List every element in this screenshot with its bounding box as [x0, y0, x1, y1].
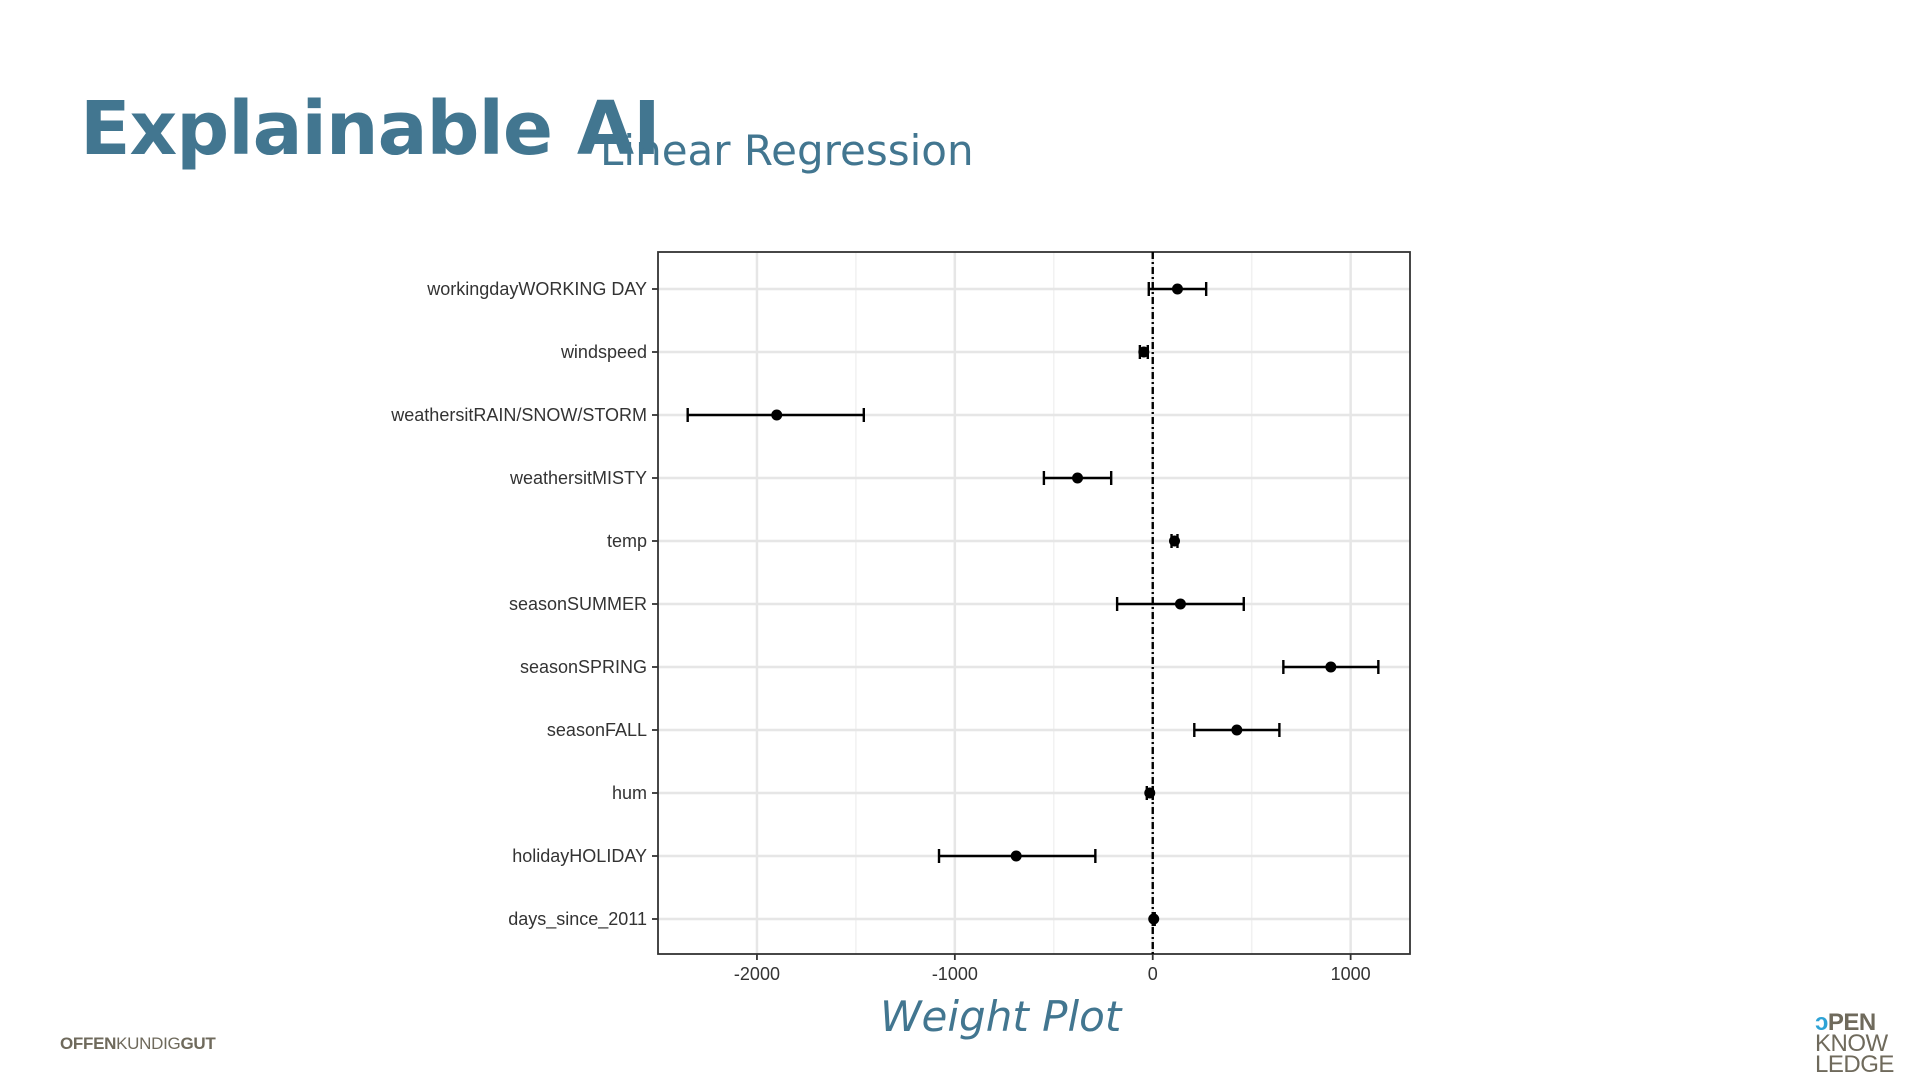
brand-left-part3: GUT — [180, 1034, 216, 1053]
weight-point-6 — [1325, 661, 1337, 673]
y-tick-label-6: seasonSPRING — [520, 657, 647, 677]
brand-right-line1: ɔPEN — [1815, 1009, 1905, 1036]
y-tick-label-2: weathersitRAIN/SNOW/STORM — [390, 405, 647, 425]
offenkundiggut-logo: OFFENKUNDIGGUT — [60, 1034, 216, 1054]
x-tick-label-3: 1000 — [1331, 964, 1371, 984]
y-tick-label-1: windspeed — [560, 342, 647, 362]
y-tick-label-5: seasonSUMMER — [509, 594, 647, 614]
open-o-mark: ɔ — [1815, 1009, 1828, 1036]
y-tick-label-4: temp — [607, 531, 647, 551]
weight-point-10 — [1148, 913, 1160, 925]
weight-point-7 — [1231, 724, 1243, 736]
x-tick-label-1: -1000 — [932, 964, 978, 984]
y-tick-label-0: workingdayWORKING DAY — [426, 279, 647, 299]
weight-point-4 — [1169, 535, 1181, 547]
weight-point-1 — [1138, 346, 1150, 358]
slide-title: Explainable AI — [80, 86, 661, 172]
y-tick-label-10: days_since_2011 — [508, 909, 647, 930]
x-tick-label-0: -2000 — [734, 964, 780, 984]
weight-point-0 — [1171, 283, 1183, 295]
plot-panel-border — [657, 251, 1411, 955]
weight-point-2 — [771, 409, 783, 421]
chart-caption: Weight Plot — [880, 992, 1122, 1041]
weight-point-9 — [1010, 850, 1022, 862]
brand-right-line1-rest: PEN — [1827, 1009, 1876, 1036]
y-tick-label-9: holidayHOLIDAY — [512, 846, 647, 866]
brand-right-line3: LEDGE — [1815, 1051, 1894, 1078]
brand-left-part2: KUNDIG — [116, 1034, 181, 1053]
brand-left-part1: OFFEN — [60, 1034, 117, 1053]
y-tick-label-8: hum — [612, 783, 647, 803]
x-tick-label-2: 0 — [1148, 964, 1158, 984]
brand-right-line2: KNOW — [1815, 1030, 1888, 1057]
y-tick-label-3: weathersitMISTY — [509, 468, 647, 488]
weight-point-8 — [1144, 787, 1156, 799]
open-knowledge-logo: ɔPEN KNOW LEDGE — [1815, 1009, 1905, 1078]
weight-point-5 — [1174, 598, 1186, 610]
weight-point-3 — [1072, 472, 1084, 484]
slide-subtitle: Linear Regression — [600, 126, 974, 175]
y-tick-label-7: seasonFALL — [547, 720, 647, 740]
